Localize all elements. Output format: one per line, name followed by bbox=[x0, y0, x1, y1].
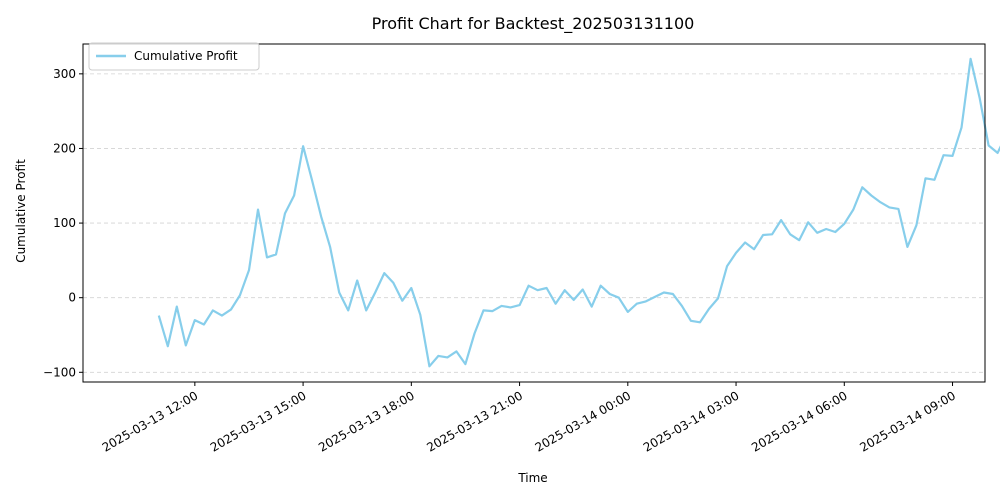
x-axis-ticks: 2025-03-13 12:00 2025-03-13 15:00 2025-03-… bbox=[100, 382, 958, 455]
y-tick-label: −100 bbox=[43, 365, 76, 379]
x-tick-label: 2025-03-14 00:00 bbox=[533, 388, 634, 454]
y-tick-label: 300 bbox=[53, 67, 76, 81]
x-tick-label: 2025-03-14 03:00 bbox=[641, 388, 742, 454]
x-tick-label: 2025-03-14 06:00 bbox=[749, 388, 850, 454]
legend-label: Cumulative Profit bbox=[134, 49, 238, 63]
series-layer bbox=[157, 57, 1000, 368]
x-tick-label: 2025-03-13 15:00 bbox=[208, 388, 309, 454]
y-tick-label: 0 bbox=[68, 291, 76, 305]
series-line-cumulative-profit bbox=[157, 57, 1000, 368]
x-axis-label: Time bbox=[517, 471, 547, 485]
plot-frame bbox=[82, 43, 986, 383]
x-tick-label: 2025-03-13 21:00 bbox=[424, 388, 525, 454]
legend-box bbox=[88, 42, 260, 71]
grid-lines bbox=[83, 73, 985, 373]
y-tick-label: 100 bbox=[53, 216, 76, 230]
x-tick-label: 2025-03-14 09:00 bbox=[857, 388, 958, 454]
chart-title: Profit Chart for Backtest_202503131100 bbox=[372, 14, 695, 34]
y-axis-ticks: −100 0 100 200 300 bbox=[43, 67, 83, 379]
legend: Cumulative Profit bbox=[88, 42, 260, 71]
y-axis-label: Cumulative Profit bbox=[14, 159, 28, 263]
y-tick-label: 200 bbox=[53, 141, 76, 155]
x-tick-label: 2025-03-13 12:00 bbox=[100, 388, 201, 454]
x-tick-label: 2025-03-13 18:00 bbox=[316, 388, 417, 454]
